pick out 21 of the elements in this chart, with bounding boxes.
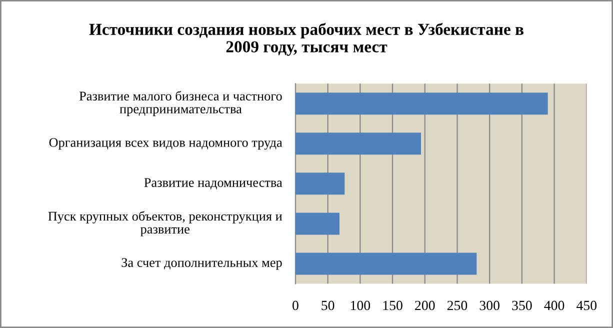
chart-title: Источники создания новых рабочих мест в Узбекистане в 2009 году, тысяч мест xyxy=(89,22,524,56)
x-tick-label: 50 xyxy=(322,300,334,310)
bar xyxy=(295,212,340,235)
x-tick-label: 250 xyxy=(447,300,468,310)
bar xyxy=(295,132,421,155)
bar xyxy=(295,92,548,115)
bar xyxy=(295,172,345,195)
x-tick-label: 0 xyxy=(292,300,298,310)
y-tick-label: Пуск крупных объектов, реконструкция и развитие xyxy=(48,211,282,236)
y-tick-label: За счет дополнительных мер xyxy=(122,258,282,270)
x-tick-label: 350 xyxy=(512,300,532,310)
y-tick-label: Развитие надомничества xyxy=(144,178,282,190)
x-tick-label: 400 xyxy=(544,300,564,310)
x-tick-label: 300 xyxy=(480,300,500,310)
x-tick-label: 150 xyxy=(383,300,402,310)
y-tick-label: Организация всех видов надомного труда xyxy=(49,138,282,150)
y-tick-label: Развитие малого бизнеса и частного предпринимательства xyxy=(79,90,282,116)
x-tick-label: 200 xyxy=(415,300,435,310)
x-tick-label: 450 xyxy=(576,300,597,310)
bar xyxy=(295,252,477,275)
x-tick-label: 100 xyxy=(350,300,370,310)
